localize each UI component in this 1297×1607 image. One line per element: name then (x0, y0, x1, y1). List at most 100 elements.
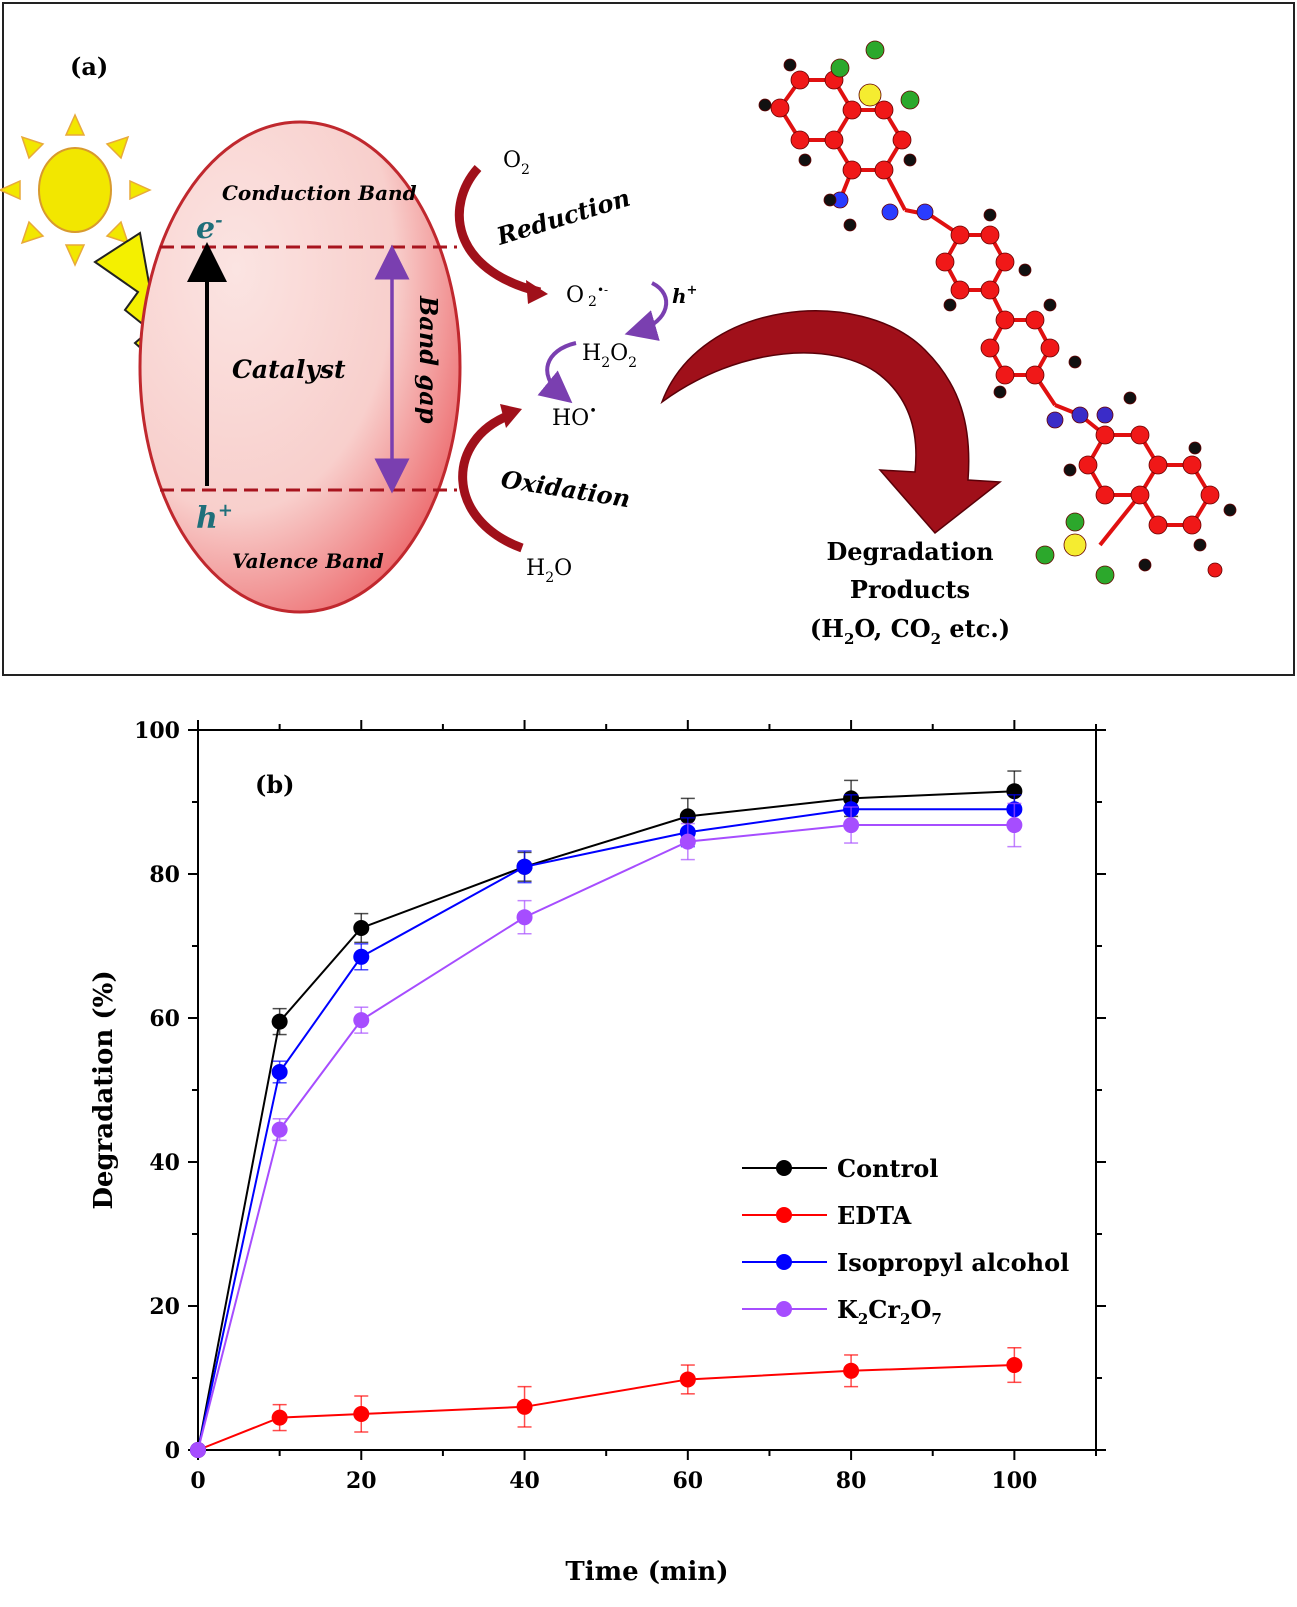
y-tick-label: 80 (149, 862, 180, 888)
atom (995, 365, 1015, 385)
degradation-chart: 0 20 40 60 80 100 0 20 40 60 80 100 Control EDTA Isop… (89, 718, 1106, 1587)
atom (1078, 455, 1098, 475)
atom (842, 100, 862, 120)
atom (995, 310, 1015, 330)
atom (983, 208, 997, 222)
atom (1046, 411, 1064, 429)
series-line (197, 824, 1015, 1451)
oxidation-arrow-head (500, 404, 522, 428)
atom (1188, 441, 1202, 455)
chart-series (190, 770, 1023, 1458)
series-line (197, 790, 1015, 1451)
atom (758, 98, 772, 112)
atom (1223, 503, 1237, 517)
atom (892, 130, 912, 150)
data-point (1006, 1357, 1023, 1374)
atom (980, 225, 1000, 245)
band-gap-label: Band gap (414, 295, 443, 424)
data-point (516, 909, 533, 926)
atom (935, 252, 955, 272)
data-point (679, 808, 696, 825)
atom (874, 100, 894, 120)
atom (1063, 533, 1087, 557)
y-axis-label: Degradation (%) (89, 970, 119, 1209)
legend-marker (776, 1207, 792, 1223)
bond (1098, 493, 1142, 547)
atom (1095, 485, 1115, 505)
atom (943, 298, 957, 312)
atom (790, 130, 810, 150)
atom (1035, 545, 1055, 565)
data-point (353, 920, 370, 936)
atom (1148, 455, 1168, 475)
data-point (271, 1064, 288, 1080)
dye-molecule (758, 40, 1237, 585)
products-line-3: (H2O, CO2 etc.) (810, 614, 1010, 648)
series-edta (190, 1347, 1023, 1458)
atom (903, 153, 917, 167)
y-tick-label: 40 (149, 1150, 180, 1176)
atom (843, 218, 857, 232)
superoxide-label: O 2•- (566, 283, 608, 310)
atom (874, 160, 894, 180)
series-line (197, 1364, 1015, 1451)
atom (1095, 565, 1115, 585)
legend-label: Isopropyl alcohol (837, 1248, 1069, 1277)
atom (1148, 515, 1168, 535)
h2o2-label: H2O2 (582, 341, 637, 371)
data-point (353, 1012, 370, 1029)
atom (1071, 406, 1089, 424)
atom (993, 385, 1007, 399)
atom (1193, 538, 1207, 552)
legend-label: K2Cr2O7 (837, 1295, 942, 1328)
data-point (271, 1013, 288, 1030)
atom (950, 225, 970, 245)
atom (1043, 298, 1057, 312)
atom (1040, 338, 1060, 358)
panel-a-label: (a) (70, 52, 108, 81)
products-line-2: Products (850, 575, 970, 604)
legend-marker (776, 1301, 792, 1317)
atom (842, 160, 862, 180)
atom (980, 280, 1000, 300)
atom (865, 40, 885, 60)
water-label: H2O (526, 556, 572, 586)
data-point (843, 1362, 860, 1379)
degradation-arrow (660, 310, 1003, 535)
mechanism-diagram: (a) Conduction Band Valence Band Catalys… (0, 2, 1295, 676)
sun-icon (0, 113, 152, 267)
x-tick-label: 100 (991, 1468, 1037, 1494)
chart-legend: Control EDTA Isopropyl alcohol K2Cr2O7 (742, 1154, 1069, 1328)
atom (770, 98, 790, 118)
x-tick-label: 0 (190, 1468, 205, 1494)
series-line (197, 808, 1015, 1451)
hole-label: h+ (196, 500, 233, 536)
oxidation-arrow (458, 410, 524, 553)
series-isopropyl-alcohol (190, 794, 1023, 1458)
atom (881, 203, 899, 221)
data-point (271, 1409, 288, 1426)
atom (783, 58, 797, 72)
atom (1130, 485, 1150, 505)
legend-label: Control (837, 1154, 938, 1183)
data-point (353, 948, 370, 965)
electron-label: e- (196, 210, 223, 246)
atom (858, 83, 882, 107)
atom (1207, 562, 1223, 578)
x-axis-label: Time (min) (565, 1557, 728, 1587)
y-tick-label: 0 (165, 1438, 180, 1464)
series-k2cr2o7 (190, 802, 1023, 1458)
x-tick-label: 20 (346, 1468, 377, 1494)
chart-axes: 0 20 40 60 80 100 0 20 40 60 80 100 (134, 718, 1106, 1494)
plot-frame (197, 729, 1097, 1451)
hydroxyl-label: HO• (552, 404, 597, 431)
data-point (679, 833, 696, 850)
legend-label: EDTA (837, 1201, 912, 1230)
products-line-1: Degradation (826, 537, 993, 566)
atom (1068, 355, 1082, 369)
atom (824, 130, 844, 150)
h2o2-to-hydroxyl-arrow (537, 341, 577, 404)
legend-marker (776, 1254, 792, 1270)
atom (995, 252, 1015, 272)
atom (1018, 263, 1032, 277)
